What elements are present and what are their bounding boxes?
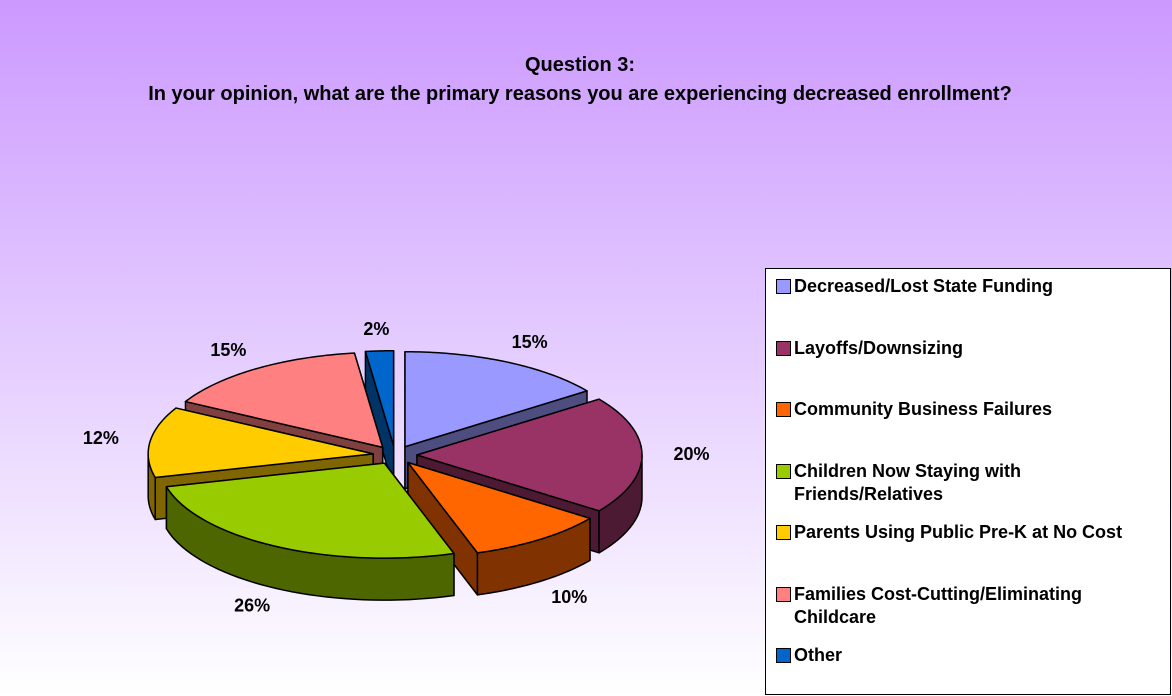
data-label: 2% (363, 319, 389, 339)
legend-swatch (776, 402, 791, 417)
legend-label: Parents Using Public Pre-K at No Cost (794, 522, 1123, 542)
data-label: 26% (234, 595, 270, 615)
slice (416, 398, 643, 512)
slice (407, 461, 591, 554)
slice (364, 349, 395, 447)
legend-entry: Other (774, 644, 1169, 667)
legend-label: Other (794, 645, 843, 665)
legend-swatch (776, 340, 791, 356)
legend-label: Layoffs/Downsizing (794, 337, 964, 358)
legend-entry: Parents Using Public Pre-K at No Cost (774, 521, 1169, 544)
slice (147, 407, 374, 479)
legend-entry: Community Business Failures (774, 398, 1169, 421)
legend-swatch (776, 586, 791, 602)
legend: Decreased/Lost State Funding Layoffs/Down… (765, 268, 1171, 695)
slice (165, 462, 455, 559)
legend-label: Families Cost-Cutting/Eliminating Childc… (794, 583, 1083, 627)
legend-entry: Decreased/Lost State Funding (774, 275, 1169, 298)
chart-subtitle: In your opinion, what are the primary re… (148, 83, 1012, 105)
legend-label: Decreased/Lost State Funding (794, 276, 1054, 296)
legend-swatch (776, 648, 791, 663)
chart: 15% 20% 10% 26% 12% 15% 2% (83, 319, 710, 616)
data-label: 10% (551, 587, 587, 607)
legend-swatch (776, 463, 791, 479)
legend-swatch (776, 279, 791, 294)
slice (184, 352, 384, 449)
data-label: 12% (83, 428, 119, 448)
legend-label: Community Business Failures (794, 399, 1053, 419)
data-label: 15% (512, 332, 548, 352)
title-block: Question 3: In your opinion, what are th… (130, 51, 1030, 109)
chart-title: Question 3: (524, 54, 635, 76)
legend-swatch (776, 525, 791, 540)
legend-entry: Children Now Staying with Friends/Relati… (774, 460, 1169, 506)
legend-label: Children Now Staying with Friends/Relati… (794, 460, 1022, 504)
data-label: 20% (673, 444, 709, 464)
slice (404, 350, 588, 448)
data-label: 15% (210, 340, 246, 360)
legend-entry: Families Cost-Cutting/Eliminating Childc… (774, 583, 1169, 629)
legend-entry: Layoffs/Downsizing (774, 337, 1169, 360)
